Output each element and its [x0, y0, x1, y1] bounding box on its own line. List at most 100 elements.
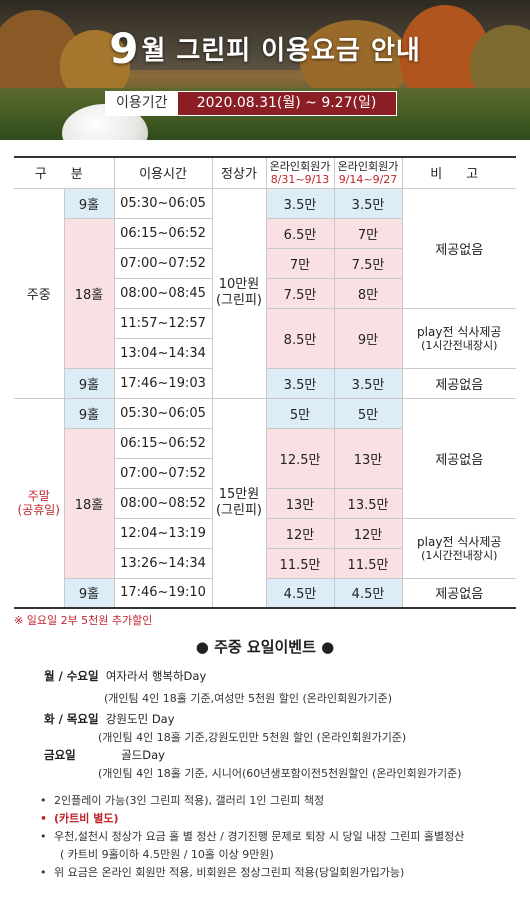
- time-cell: 11:57~12:57: [114, 307, 213, 339]
- note-meal: play전 식사제공: [417, 324, 502, 339]
- holes-cell: 9홀: [64, 577, 115, 609]
- event-day: 화 / 목요일: [44, 712, 99, 726]
- list-item: 2인플레이 가능(3인 그린피 적용), 갤러리 1인 그린피 책정: [40, 792, 510, 810]
- header-note: 비 고: [401, 156, 516, 189]
- time-cell: 07:00~07:52: [114, 457, 212, 489]
- holes-cell: 18홀: [64, 427, 115, 579]
- price-cell: 13.5만: [333, 487, 402, 519]
- header-online1-label: 온라인회원가: [269, 159, 331, 173]
- price-cell: 9만: [333, 307, 403, 369]
- price-cell: 6.5만: [265, 217, 335, 249]
- time-cell: 13:04~14:34: [114, 337, 212, 369]
- page-title: 9월 그린피 이용요금 안내: [0, 24, 530, 73]
- price-cell: 8만: [333, 277, 402, 309]
- time-cell: 07:00~07:52: [114, 247, 213, 279]
- weekday-regular-price: 10만원 (그린피): [211, 187, 267, 399]
- header-online2-dates: 9/14~9/27: [338, 172, 398, 186]
- period-tag: 이용기간 2020.08.31(월) ~ 9.27(일): [105, 91, 397, 116]
- note-cell: play전 식사제공 (1시간전내장시): [401, 307, 516, 369]
- header-category: 구 분: [14, 156, 115, 189]
- price-cell: 12만: [265, 517, 335, 549]
- price-cell: 3.5만: [265, 187, 335, 219]
- price-cell: 4.5만: [265, 577, 335, 609]
- header-time: 이용시간: [113, 156, 213, 189]
- regular-price-sub: (그린피): [215, 502, 263, 518]
- time-cell: 06:15~06:52: [113, 427, 213, 459]
- weekend-label-main: 주말: [27, 488, 50, 503]
- price-cell: 12.5만: [265, 427, 335, 489]
- price-cell: 3.5만: [333, 187, 403, 219]
- header-online1-dates: 8/31~9/13: [270, 172, 330, 186]
- header-online1: 온라인회원가 8/31~9/13: [265, 156, 335, 189]
- table-row: 11:57~12:57 8.5만 9만 play전 식사제공 (1시간전내장시): [14, 307, 516, 369]
- price-cell: 3.5만: [265, 367, 335, 399]
- price-cell: 7.5만: [265, 277, 335, 309]
- weekend-label-sub: (공휴일): [17, 502, 60, 517]
- event-name: 골드Day: [121, 748, 165, 762]
- event-section-title: ● 주중 요일이벤트 ●: [195, 638, 335, 656]
- event-day: 월 / 수요일: [44, 669, 99, 683]
- list-item: 위 요금은 온라인 회원만 적용, 비회원은 정상그린피 적용(당일회원가입가능…: [40, 864, 510, 882]
- time-cell: 08:00~08:52: [114, 487, 213, 519]
- price-cell: 5만: [333, 397, 403, 429]
- table-header-row: 구 분 이용시간 정상가 온라인회원가 8/31~9/13 온라인회원가 9/1…: [14, 156, 516, 189]
- title-month: 9: [109, 24, 140, 73]
- price-cell: 3.5만: [333, 367, 403, 399]
- note-cell: play전 식사제공 (1시간전내장시): [401, 517, 516, 579]
- table-row: 07:00~07:52: [14, 457, 516, 489]
- holes-cell: 9홀: [64, 367, 115, 399]
- time-cell: 17:46~19:03: [113, 367, 213, 399]
- list-item: 우천,설천시 정상가 요금 홀 별 정산 / 경기진행 문제로 퇴장 시 당일 …: [40, 828, 510, 846]
- header-online2: 온라인회원가 9/14~9/27: [333, 156, 403, 189]
- regular-price-sub: (그린피): [215, 293, 263, 308]
- event-desc: (개인팀 4인 18홀 기준, 시니어(60년생포함이전5천원할인 (온라인회원…: [98, 767, 462, 780]
- price-cell: 4.5만: [333, 577, 403, 609]
- fee-table: 구 분 이용시간 정상가 온라인회원가 8/31~9/13 온라인회원가 9/1…: [14, 156, 516, 609]
- holes-cell: 9홀: [63, 397, 115, 429]
- hero-banner: 9월 그린피 이용요금 안내 이용기간 2020.08.31(월) ~ 9.27…: [0, 0, 530, 140]
- period-label: 이용기간: [106, 92, 178, 115]
- table-row: 18홀 06:15~06:52 12.5만 13만: [14, 427, 516, 579]
- table-row: 9홀 17:46~19:03 3.5만 3.5만 제공없음: [14, 367, 516, 399]
- event-name: 여자라서 행복하Day: [105, 669, 207, 683]
- header-online2-label: 온라인회원가: [337, 159, 399, 173]
- title-text: 월 그린피 이용요금 안내: [141, 36, 421, 66]
- price-cell: 7.5만: [333, 247, 402, 279]
- event-desc: (개인팀 4인 18홀 기준,강원도민만 5천원 할인 (온라인회원가기준): [98, 731, 407, 744]
- table-row: 주말 (공휴일) 9홀 05:30~06:05 15만원 (그린피) 5만 5만…: [14, 397, 516, 609]
- time-cell: 05:30~06:05: [113, 187, 213, 219]
- event-fri: 금요일 골드Day: [44, 747, 165, 763]
- price-cell: 12만: [333, 517, 403, 549]
- time-cell: 08:00~08:45: [114, 277, 213, 309]
- list-item: ( 카트비 9홀이하 4.5만원 / 10홀 이상 9만원): [60, 848, 274, 861]
- price-cell: 11.5만: [265, 547, 335, 579]
- note-meal-sub: (1시간전내장시): [421, 338, 498, 352]
- holes-cell: 18홀: [64, 217, 115, 369]
- period-value: 2020.08.31(월) ~ 9.27(일): [177, 92, 396, 115]
- event-mon-wed: 월 / 수요일 여자라서 행복하Day: [44, 668, 206, 684]
- table-row: 13:26~14:34 11.5만 11.5만: [14, 547, 516, 579]
- event-thu: 화 / 목요일 강원도민 Day: [44, 711, 175, 727]
- table-row: 08:00~08:52 13만 13.5만: [14, 487, 516, 519]
- time-cell: 05:30~06:05: [113, 397, 213, 429]
- time-cell: 06:15~06:52: [113, 217, 213, 249]
- table-row: 주중 9홀 05:30~06:05 10만원 (그린피) 3.5만 3.5만 제…: [14, 187, 516, 399]
- note-meal-sub: (1시간전내장시): [421, 548, 498, 562]
- time-cell: 17:46~19:10: [113, 577, 213, 609]
- time-cell: 13:26~14:34: [114, 547, 213, 579]
- weekend-label: 주말 (공휴일): [14, 397, 65, 609]
- price-cell: 7만: [333, 217, 402, 249]
- note-meal: play전 식사제공: [417, 534, 502, 549]
- note-cell: 제공없음: [401, 577, 516, 609]
- time-cell: 12:04~13:19: [114, 517, 213, 549]
- event-day: 금요일: [44, 748, 76, 762]
- table-row: 9홀 17:46~19:10 4.5만 4.5만 제공없음: [14, 577, 516, 609]
- weekday-label: 주중: [14, 187, 65, 399]
- note-cell: 제공없음: [401, 397, 516, 519]
- price-cell: 13만: [265, 487, 335, 519]
- regular-price-value: 15만원: [218, 486, 260, 502]
- price-cell: 8.5만: [265, 307, 335, 369]
- price-cell: 7만: [265, 247, 335, 279]
- table-row: 12:04~13:19 12만 12만 play전 식사제공 (1시간전내장시): [14, 517, 516, 579]
- event-desc: (개인팀 4인 18홀 기준,여성만 5천원 할인 (온라인회원가기준): [104, 692, 392, 705]
